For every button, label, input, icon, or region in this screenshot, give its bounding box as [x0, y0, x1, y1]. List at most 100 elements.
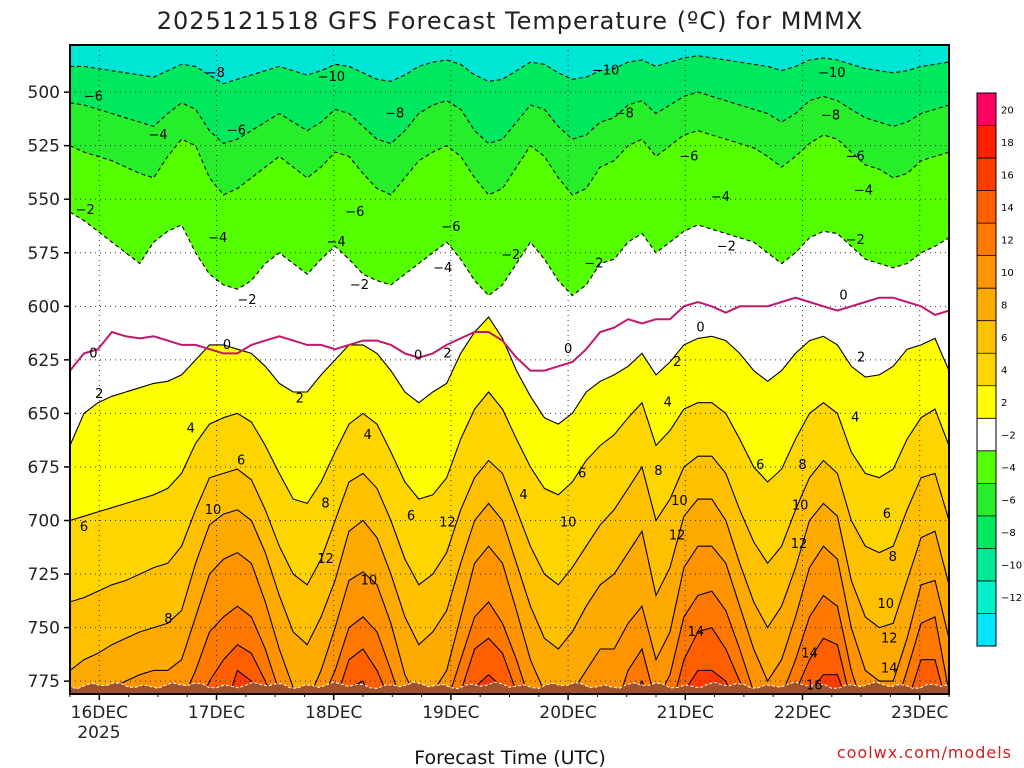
contour-label-−4: −4 [326, 235, 345, 250]
contour-label-0: 0 [223, 338, 231, 353]
temperature-bands [70, 55, 949, 694]
colorbar-label-4: 4 [1001, 366, 1007, 377]
contour-label-−8: −8 [206, 66, 225, 81]
contour-label-−6: −6 [441, 220, 460, 235]
contour-line-14 [203, 626, 945, 694]
x-tick-label-20DEC: 20DEC [539, 703, 596, 723]
contour-label-−2: −2 [350, 278, 369, 293]
contour-label-14: 14 [881, 661, 898, 676]
contour-label-4: 4 [187, 421, 195, 436]
x-tick-label-23DEC: 23DEC [891, 703, 948, 723]
x-tick-label-18DEC: 18DEC [305, 703, 362, 723]
colorbar-label-−10: −10 [1001, 561, 1022, 572]
y-tick-label-575: 575 [28, 244, 60, 264]
colorbar-label-−6: −6 [1001, 496, 1016, 507]
colorbar-label-12: 12 [1001, 235, 1014, 246]
contour-label-12: 12 [317, 552, 334, 567]
contour-label-16: 16 [806, 678, 823, 693]
contour-label-−2: −2 [501, 248, 520, 263]
contour-label-12: 12 [439, 516, 456, 531]
contour-label-−6: −6 [846, 149, 865, 164]
colorbar-label-10: 10 [1001, 268, 1014, 279]
colorbar-swatch-16 [977, 613, 996, 646]
contour-line--4 [70, 130, 949, 196]
y-axis: 500 525 550 575 600 625 650 675 700 725 750 775 [28, 83, 70, 692]
contour-label-4: 4 [664, 396, 672, 411]
contour-label-−8: −8 [385, 107, 404, 122]
y-tick-label-775: 775 [28, 672, 60, 692]
terrain-surface [70, 681, 949, 694]
contour-label-8: 8 [889, 550, 897, 565]
contour-label-10: 10 [205, 503, 222, 518]
contour-line-12 [184, 590, 949, 694]
contour-label-−6: −6 [679, 149, 698, 164]
contour-label-12: 12 [669, 528, 686, 543]
contour-label-0: 0 [564, 342, 572, 357]
contour-line-6 [70, 455, 949, 603]
chart-title: 2025121518 GFS Forecast Temperature (ºC)… [157, 7, 864, 35]
contour-label-4: 4 [519, 488, 527, 503]
x-tick-label-17DEC: 17DEC [188, 703, 245, 723]
colorbar-swatch-9 [977, 385, 996, 419]
contour-line--8 [70, 55, 949, 85]
contour-label-6: 6 [883, 507, 891, 522]
y-tick-label-525: 525 [28, 137, 60, 157]
gridlines [70, 45, 949, 694]
contour-label-−10: −10 [592, 64, 619, 79]
contour-label-0: 0 [839, 289, 847, 304]
colorbar-swatch-0 [977, 93, 996, 126]
contour-label-10: 10 [792, 499, 809, 514]
colorbar-frame [976, 92, 997, 647]
x-axis-year: 2025 [77, 723, 120, 743]
colorbar-label-2: 2 [1001, 398, 1007, 409]
contour-label-14: 14 [801, 646, 818, 661]
contour-lines [70, 55, 949, 694]
contour-label-−10: −10 [818, 66, 845, 81]
contour-line-2 [70, 316, 949, 446]
colorbar-swatch-1 [977, 125, 996, 159]
colorbar-label-8: 8 [1001, 300, 1007, 311]
contour-label-8: 8 [321, 496, 329, 511]
contour-line-4 [70, 391, 949, 522]
contour-label-0: 0 [696, 321, 704, 336]
y-tick-label-750: 750 [28, 619, 60, 639]
contour-label-8: 8 [164, 612, 172, 627]
colorbar-swatch-12 [977, 483, 996, 516]
y-tick-label-700: 700 [28, 512, 60, 532]
colorbar-swatch-11 [977, 450, 996, 484]
contour-label-10: 10 [671, 494, 688, 509]
y-tick-label-500: 500 [28, 83, 60, 103]
contour-label-−2: −2 [237, 293, 256, 308]
contour-label-−8: −8 [615, 107, 634, 122]
contour-label-−4: −4 [433, 261, 452, 276]
colorbar-swatch-5 [977, 255, 996, 289]
contour-label-2: 2 [296, 391, 304, 406]
y-tick-label-650: 650 [28, 404, 60, 424]
x-axis: 16DEC 17DEC 18DEC 19DEC 20DEC 21DEC 22DEC 23DEC [69, 694, 950, 723]
contour-label-6: 6 [80, 520, 88, 535]
x-tick-label-21DEC: 21DEC [657, 703, 714, 723]
colorbar-label-18: 18 [1001, 138, 1014, 149]
y-tick-label-625: 625 [28, 351, 60, 371]
colorbar-label-−4: −4 [1001, 463, 1016, 474]
contour-label-6: 6 [237, 454, 245, 469]
contour-label-6: 6 [578, 466, 586, 481]
colorbar-swatch-6 [977, 288, 996, 321]
contour-line--2 [70, 211, 949, 297]
y-tick-label-725: 725 [28, 565, 60, 585]
x-axis-label: Forecast Time (UTC) [414, 747, 605, 768]
contour-label-−6: −6 [345, 205, 364, 220]
y-tick-label-550: 550 [28, 190, 60, 210]
contour-label-4: 4 [364, 428, 372, 443]
contour-label-2: 2 [673, 355, 681, 370]
colorbar-swatch-14 [977, 548, 996, 581]
contour-line-8 [70, 498, 949, 671]
colorbar-swatch-13 [977, 515, 996, 549]
x-tick-label-22DEC: 22DEC [774, 703, 831, 723]
y-tick-label-600: 600 [28, 297, 60, 317]
contour-label-14: 14 [688, 625, 705, 640]
colorbar-label-−8: −8 [1001, 528, 1016, 539]
contour-label-8: 8 [798, 458, 806, 473]
band-14 [203, 627, 944, 694]
